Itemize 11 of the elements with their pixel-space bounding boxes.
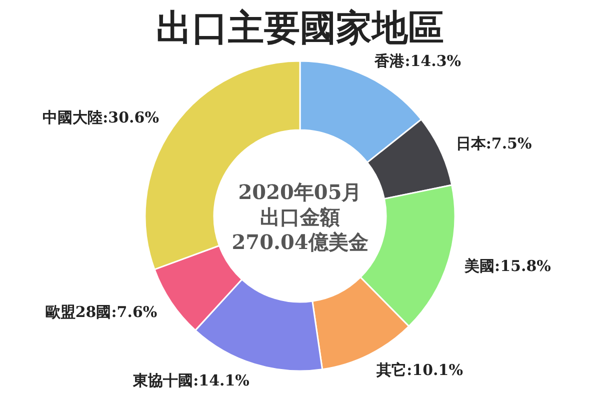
text: 出口金額 — [260, 205, 340, 229]
slice-label: 歐盟28國:7.6% — [45, 302, 158, 321]
slice-label: 美國:15.8% — [464, 257, 551, 276]
text: 2020年05月 — [238, 180, 362, 204]
text: 270.04億美金 — [232, 230, 368, 254]
slice-label: 香港:14.3% — [374, 52, 462, 70]
slice-label: 中國大陸:30.6% — [42, 108, 159, 127]
slice-label: 日本:7.5% — [456, 134, 532, 152]
chart-title: 出口主要國家地區 — [156, 7, 444, 50]
slice-label: 其它:10.1% — [376, 360, 463, 379]
slice-label: 東協十國:14.1% — [132, 371, 250, 390]
